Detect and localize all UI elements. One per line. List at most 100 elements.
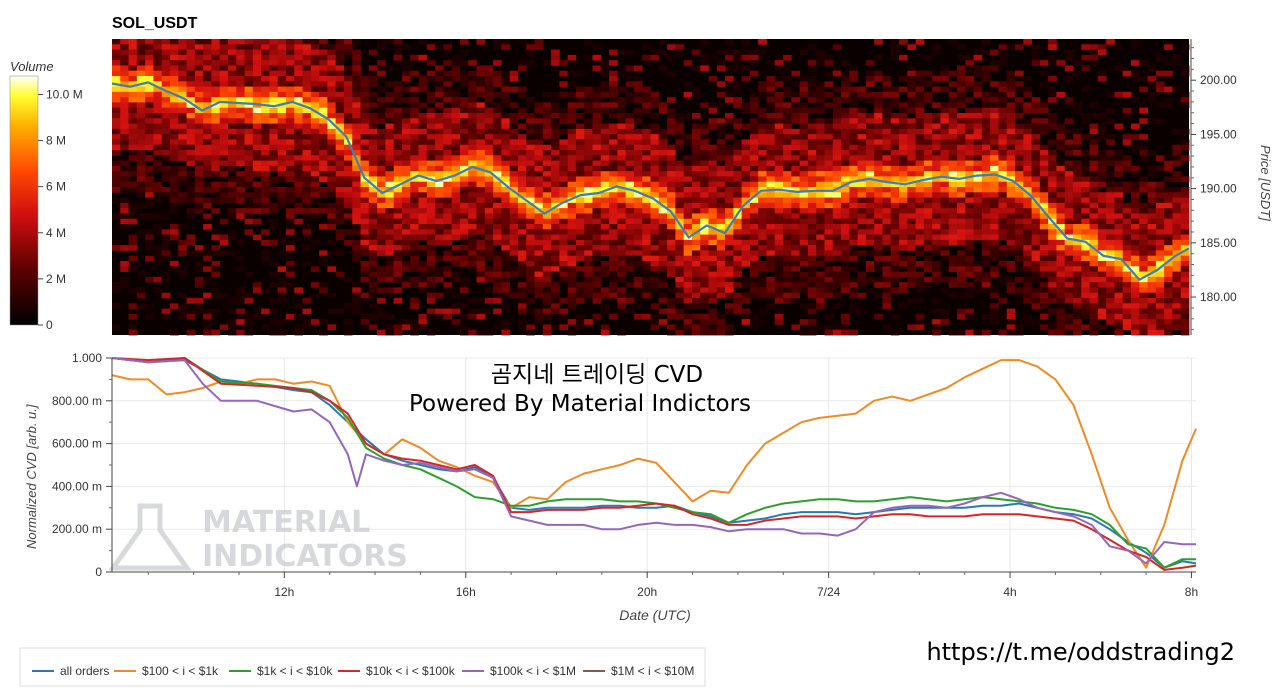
heatmap-cell xyxy=(145,192,154,198)
heatmap-cell xyxy=(194,128,204,135)
heatmap-cell xyxy=(691,224,701,230)
heatmap-cell xyxy=(592,234,602,241)
heatmap-cell xyxy=(940,213,950,220)
heatmap-cell xyxy=(957,118,966,124)
heatmap-cell xyxy=(841,81,850,87)
heatmap-cell xyxy=(849,192,859,198)
heatmap-cell xyxy=(451,150,461,156)
heatmap-cell xyxy=(393,229,403,235)
heatmap-cell xyxy=(799,123,809,130)
heatmap-cell xyxy=(1073,329,1082,336)
heatmap-cell xyxy=(791,213,801,220)
heatmap-cell xyxy=(733,224,743,230)
heatmap-cell xyxy=(832,292,842,299)
heatmap-cell xyxy=(352,187,361,193)
heatmap-cell xyxy=(418,319,428,325)
heatmap-cell xyxy=(459,187,469,193)
heatmap-cell xyxy=(269,150,279,156)
heatmap-cell xyxy=(1073,70,1082,77)
heatmap-cell xyxy=(642,271,651,278)
heatmap-cell xyxy=(319,107,328,114)
heatmap-cell xyxy=(774,123,784,130)
heatmap-cell xyxy=(758,70,767,77)
heatmap-cell xyxy=(592,187,602,193)
heatmap-cell xyxy=(940,134,950,140)
heatmap-cell xyxy=(468,81,477,87)
heatmap-cell xyxy=(551,60,560,66)
heatmap-cell xyxy=(1056,245,1066,251)
heatmap-cell xyxy=(517,308,527,315)
heatmap-cell xyxy=(211,150,221,156)
heatmap-cell xyxy=(890,239,900,246)
heatmap-cell xyxy=(1039,118,1049,124)
heatmap-cell xyxy=(377,250,386,257)
heatmap-cell xyxy=(841,187,850,193)
heatmap-cell xyxy=(766,218,776,225)
heatmap-cell xyxy=(120,113,129,119)
heatmap-cell xyxy=(501,218,511,225)
heatmap-cell xyxy=(534,150,544,156)
heatmap-cell xyxy=(857,192,867,198)
heatmap-cell xyxy=(269,39,279,45)
heatmap-cell xyxy=(169,255,179,262)
heatmap-cell xyxy=(559,70,569,77)
heatmap-cell xyxy=(725,255,734,262)
heatmap-cell xyxy=(352,39,361,45)
heatmap-cell xyxy=(882,303,892,309)
heatmap-cell xyxy=(319,192,328,198)
heatmap-cell xyxy=(244,86,254,93)
heatmap-cell xyxy=(816,54,825,61)
heatmap-cell xyxy=(410,213,419,220)
heatmap-cell xyxy=(799,139,809,146)
heatmap-cell xyxy=(310,70,320,77)
heatmap-cell xyxy=(874,123,883,130)
heatmap-cell xyxy=(501,208,511,214)
heatmap-cell xyxy=(658,282,668,288)
heatmap-cell xyxy=(1073,171,1082,177)
heatmap-cell xyxy=(327,160,337,167)
heatmap-cell xyxy=(476,86,486,93)
heatmap-cell xyxy=(319,70,328,77)
heatmap-cell xyxy=(725,208,734,214)
heatmap-cell xyxy=(1015,155,1024,161)
heatmap-cell xyxy=(965,76,974,82)
heatmap-cell xyxy=(153,213,163,220)
heatmap-cell xyxy=(551,97,560,103)
heatmap-cell xyxy=(418,197,428,204)
heatmap-cell xyxy=(1073,165,1082,172)
heatmap-cell xyxy=(459,276,469,283)
heatmap-cell xyxy=(302,81,312,87)
heatmap-cell xyxy=(509,224,519,230)
heatmap-cell xyxy=(501,39,511,45)
heatmap-cell xyxy=(501,128,511,135)
heatmap-cell xyxy=(410,155,419,161)
heatmap-cell xyxy=(633,150,643,156)
heatmap-cell xyxy=(244,54,254,61)
heatmap-cell xyxy=(1073,287,1082,294)
heatmap-cell xyxy=(741,208,751,214)
heatmap-cell xyxy=(178,271,187,278)
heatmap-cell xyxy=(633,134,643,140)
heatmap-cell xyxy=(849,70,859,77)
heatmap-cell xyxy=(459,113,469,119)
heatmap-cell xyxy=(211,118,221,124)
heatmap-cell xyxy=(418,261,428,267)
heatmap-cell xyxy=(236,239,245,246)
heatmap-cell xyxy=(700,313,709,320)
heatmap-cell xyxy=(1048,245,1057,251)
heatmap-cell xyxy=(352,298,361,304)
heatmap-cell xyxy=(642,266,651,272)
heatmap-cell xyxy=(766,107,776,114)
heatmap-cell xyxy=(1015,234,1024,241)
heatmap-cell xyxy=(252,181,262,188)
heatmap-cell xyxy=(584,239,593,246)
heatmap-cell xyxy=(410,70,419,77)
heatmap-cell xyxy=(219,91,229,98)
heatmap-cell xyxy=(733,181,743,188)
heatmap-cell xyxy=(426,245,436,251)
heatmap-cell xyxy=(998,213,1008,220)
heatmap-cell xyxy=(932,49,941,56)
heatmap-cell xyxy=(609,91,618,98)
heatmap-cell xyxy=(534,261,544,267)
heatmap-cell xyxy=(642,261,651,267)
